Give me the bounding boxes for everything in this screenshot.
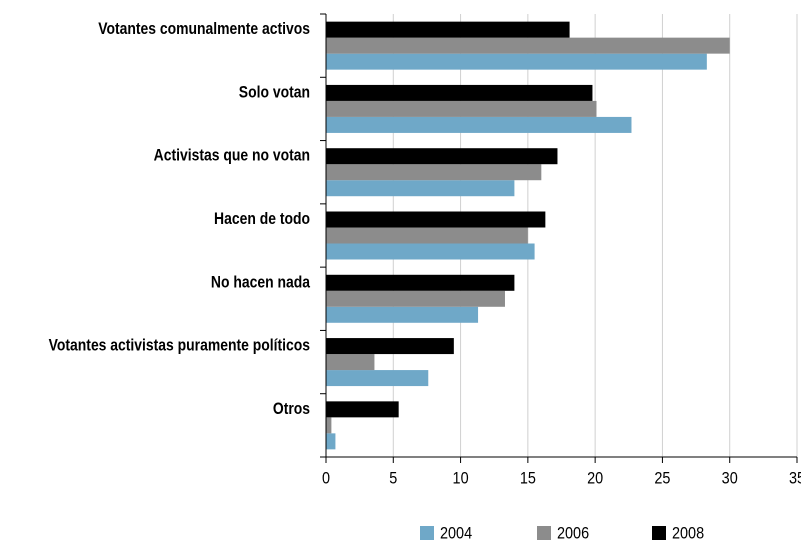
y-tick-label: Votantes activistas puramente políticos [49,336,310,355]
bar [326,243,535,260]
bar [326,433,336,450]
bar [326,148,558,165]
y-tick-label: Activistas que no votan [154,146,310,165]
x-tick-label: 30 [722,469,738,487]
bar [326,417,332,434]
bar [326,338,454,355]
legend-label: 2004 [440,524,472,542]
x-tick-label: 0 [322,469,330,487]
bar [326,401,399,418]
legend-swatch [420,526,434,540]
y-tick-label: Otros [273,400,310,419]
x-tick-label: 5 [389,469,397,487]
bar [326,370,429,387]
y-tick-label: No hacen nada [211,273,310,292]
y-tick-label: Solo votan [239,83,310,102]
legend-label: 2008 [672,524,704,542]
bar [326,354,375,371]
bar [326,100,597,117]
bar [326,53,707,70]
legend-swatch [652,526,666,540]
y-tick-label: Hacen de todo [214,210,310,229]
bar [326,84,593,101]
legend-label: 2006 [557,524,589,542]
bar [326,180,515,197]
x-tick-label: 15 [520,469,536,487]
bar [326,274,515,291]
bar [326,211,546,228]
legend-swatch [537,526,551,540]
x-tick-label: 25 [654,469,670,487]
y-tick-label: Votantes comunalmente activos [98,20,310,39]
x-tick-label: 20 [587,469,603,487]
bar [326,290,505,307]
bar [326,116,632,133]
x-tick-label: 35 [789,469,801,487]
bar [326,21,570,38]
bar [326,164,542,181]
bar [326,306,479,323]
x-tick-label: 10 [453,469,469,487]
bar [326,37,730,54]
bar [326,227,528,244]
